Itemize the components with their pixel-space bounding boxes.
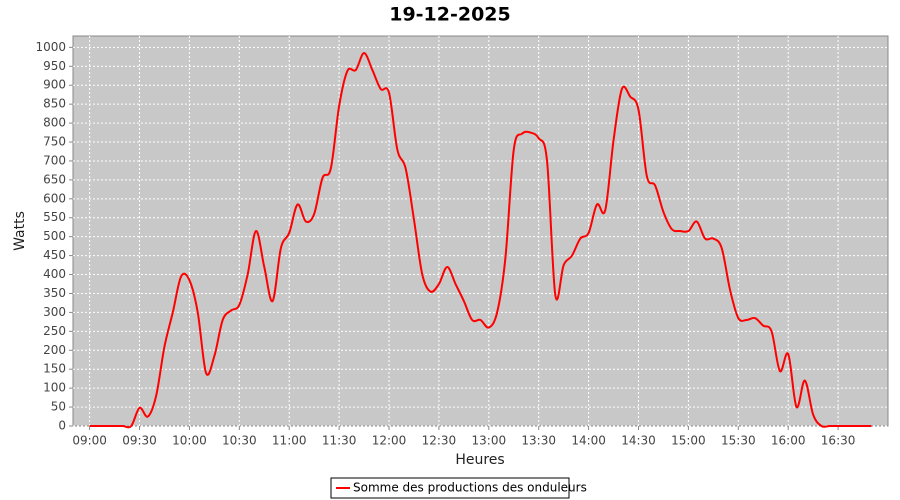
x-tick-label: 14:00 bbox=[571, 434, 606, 448]
y-tick-label: 100 bbox=[43, 381, 66, 395]
y-tick-label: 1000 bbox=[35, 40, 66, 54]
x-tick-label: 13:30 bbox=[521, 434, 556, 448]
x-tick-label: 10:00 bbox=[172, 434, 207, 448]
y-tick-label: 0 bbox=[58, 419, 66, 433]
data-line bbox=[89, 52, 872, 429]
x-tick-label: 16:00 bbox=[771, 434, 806, 448]
x-tick-label: 09:30 bbox=[122, 434, 157, 448]
x-tick-label: 11:30 bbox=[322, 434, 357, 448]
legend-label: Somme des productions des onduleurs bbox=[353, 481, 587, 495]
y-tick-label: 700 bbox=[43, 153, 66, 167]
y-axis-label: Watts bbox=[12, 211, 28, 251]
y-tick-label: 900 bbox=[43, 78, 66, 92]
y-tick-label: 950 bbox=[43, 59, 66, 73]
x-tick-label: 13:00 bbox=[472, 434, 507, 448]
x-tick-label: 16:30 bbox=[821, 434, 856, 448]
y-tick-label: 350 bbox=[43, 286, 66, 300]
x-tick-label: 12:30 bbox=[422, 434, 457, 448]
x-tick-label: 15:00 bbox=[671, 434, 706, 448]
y-tick-label: 200 bbox=[43, 343, 66, 357]
x-tick-label: 11:00 bbox=[272, 434, 307, 448]
y-tick-label: 750 bbox=[43, 135, 66, 149]
x-tick-label: 12:00 bbox=[372, 434, 407, 448]
x-axis-label: Heures bbox=[455, 452, 504, 468]
y-tick-label: 400 bbox=[43, 267, 66, 281]
y-tick-label: 150 bbox=[43, 362, 66, 376]
x-tick-label: 10:30 bbox=[222, 434, 257, 448]
plot-area bbox=[72, 35, 889, 427]
legend bbox=[330, 477, 570, 499]
y-tick-label: 500 bbox=[43, 229, 66, 243]
x-tick-label: 09:00 bbox=[72, 434, 107, 448]
x-tick-label: 14:30 bbox=[621, 434, 656, 448]
y-tick-label: 300 bbox=[43, 305, 66, 319]
y-tick-label: 50 bbox=[51, 400, 66, 414]
y-tick-label: 600 bbox=[43, 191, 66, 205]
y-tick-label: 550 bbox=[43, 210, 66, 224]
chart-title: 19-12-2025 bbox=[389, 4, 511, 26]
y-tick-label: 650 bbox=[43, 172, 66, 186]
y-tick-label: 800 bbox=[43, 116, 66, 130]
y-tick-label: 250 bbox=[43, 324, 66, 338]
x-tick-label: 15:30 bbox=[721, 434, 756, 448]
y-tick-label: 450 bbox=[43, 248, 66, 262]
y-tick-label: 850 bbox=[43, 97, 66, 111]
